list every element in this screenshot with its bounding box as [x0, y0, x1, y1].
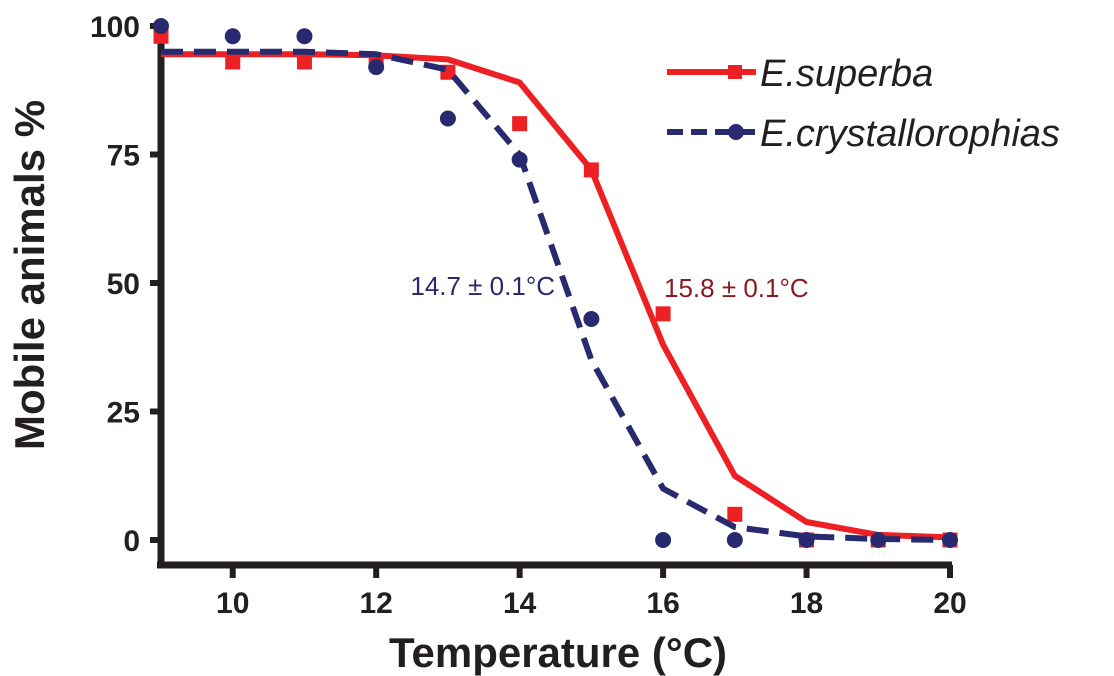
data-point-superba [727, 506, 743, 522]
legend-label-superba: E.superba [760, 53, 933, 95]
x-tick-label: 12 [359, 587, 392, 620]
data-point-superba [296, 54, 312, 70]
data-point-crystallorophias [583, 310, 600, 327]
y-tick-label: 50 [107, 268, 140, 301]
x-tick-label: 18 [790, 587, 823, 620]
fit-line-crystallorophias [161, 48, 951, 543]
data-point-superba [655, 306, 671, 322]
x-ticks: 10 12 14 16 18 20 [216, 565, 967, 620]
data-point-crystallorophias [655, 532, 672, 548]
axes [157, 24, 952, 569]
y-tick-label: 25 [107, 397, 140, 430]
data-point-crystallorophias [439, 110, 456, 127]
y-ticks: 0 25 50 75 100 [90, 11, 161, 558]
x-axis-title: Temperature (°C) [389, 629, 727, 676]
y-tick-label: 100 [90, 11, 140, 44]
legend-marker-crystallorophias [728, 124, 744, 140]
x-tick-label: 10 [216, 587, 249, 620]
data-point-crystallorophias [368, 59, 385, 76]
annotation-superba: 15.8 ± 0.1°C [664, 273, 809, 303]
y-axis-title: Mobile animals % [6, 100, 53, 450]
data-point-crystallorophias [726, 532, 743, 548]
annotation-crystallorophias: 14.7 ± 0.1°C [410, 271, 555, 301]
series-layer [153, 18, 958, 548]
data-point-crystallorophias [798, 532, 815, 548]
legend: E.superba E.crystallorophias [667, 53, 1060, 155]
data-point-crystallorophias [224, 28, 241, 45]
legend-marker-superba [728, 65, 742, 79]
y-tick-label: 75 [107, 140, 140, 173]
x-tick-label: 20 [933, 587, 966, 620]
series-crystallorophias [153, 18, 958, 548]
data-point-superba [225, 54, 241, 70]
legend-item-crystallorophias: E.crystallorophias [667, 113, 1060, 155]
y-tick-label: 0 [123, 525, 140, 558]
series-superba [153, 28, 958, 548]
data-point-superba [512, 116, 528, 132]
fit-line-superba [161, 51, 951, 541]
x-tick-label: 16 [646, 587, 679, 620]
legend-label-crystallorophias: E.crystallorophias [760, 113, 1060, 155]
data-point-crystallorophias [153, 18, 169, 34]
data-point-crystallorophias [296, 28, 313, 45]
legend-item-superba: E.superba [667, 53, 933, 95]
x-tick-label: 14 [503, 587, 537, 620]
